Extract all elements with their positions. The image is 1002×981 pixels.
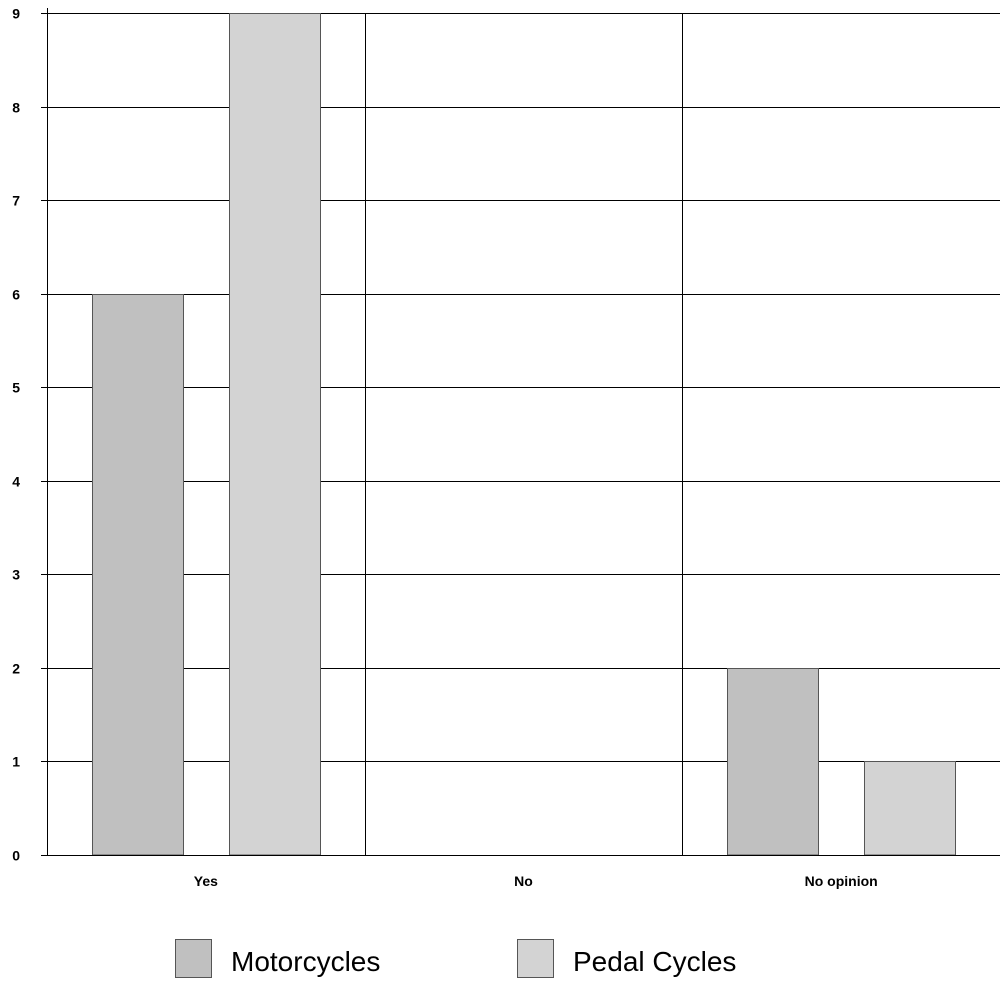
y-tick-label: 8 [12,100,20,116]
y-tick-label: 6 [12,287,20,303]
legend-swatch-pedal-cycles [517,939,554,978]
legend: Motorcycles Pedal Cycles [175,939,736,978]
axis-layer: 0 1 2 3 4 5 6 7 8 9 Yes No No opinion [12,6,1000,889]
y-tick-label: 2 [12,661,20,677]
x-tick-label: Yes [194,873,218,889]
legend-label-motorcycles: Motorcycles [231,946,380,977]
y-tick-label: 1 [12,754,20,770]
y-tick-label: 0 [12,848,20,864]
y-tick-label: 7 [12,193,20,209]
x-tick-label: No [514,873,533,889]
bar-pedal-cycles-no-opinion [864,761,956,856]
y-tick-label: 4 [12,474,20,490]
bars-layer [92,13,956,856]
bar-motorcycles-yes [92,294,184,856]
legend-label-pedal-cycles: Pedal Cycles [573,946,736,977]
x-tick-label: No opinion [805,873,878,889]
grid-layer [47,13,1000,856]
bar-motorcycles-no-opinion [727,668,819,856]
bar-pedal-cycles-yes [229,13,321,856]
y-tick-label: 3 [12,567,20,583]
y-tick-label: 9 [12,6,20,22]
y-tick-label: 5 [12,380,20,396]
legend-swatch-motorcycles [175,939,212,978]
